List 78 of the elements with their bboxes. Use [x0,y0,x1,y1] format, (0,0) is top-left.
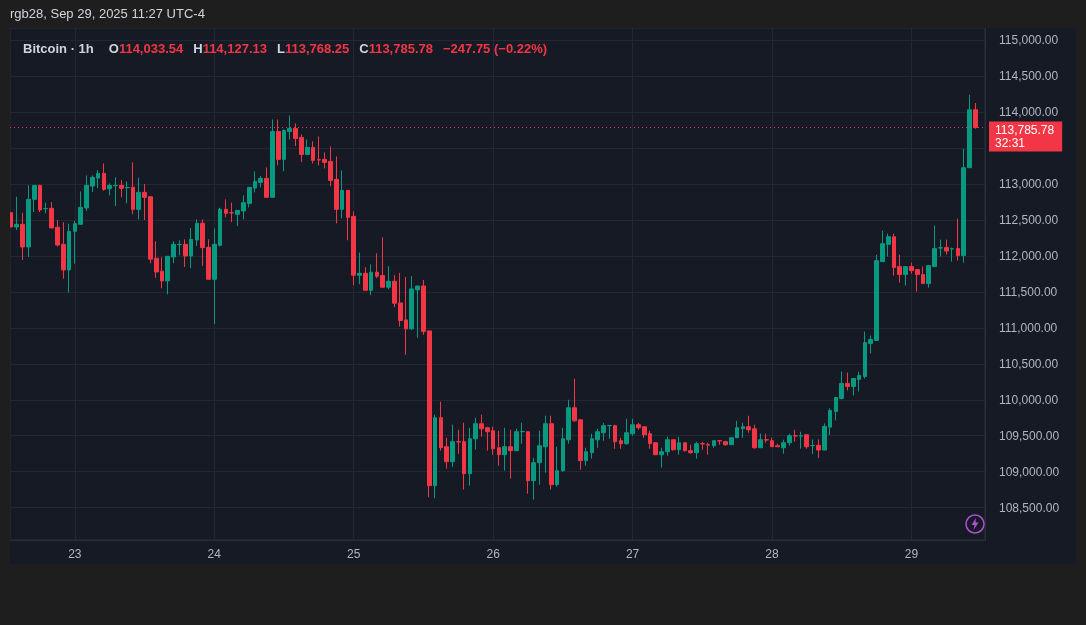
y-tick-label: 109,500.00 [999,428,1060,443]
annotation: L113,768.25 [276,40,350,56]
candlestick [38,184,42,213]
y-tick-label: 112,000.00 [999,248,1059,263]
candlestick [264,166,269,198]
candlestick [119,179,124,198]
candlestick [43,202,48,214]
text: Bitcoin · 1h [23,40,94,56]
x-tick-label: 29 [904,547,919,561]
candlestick [671,439,676,452]
candlestick [694,441,699,460]
y-tick-label: 112,500.00 [999,213,1059,227]
candlestick [677,436,681,456]
candlestick [508,429,513,480]
candlestick [793,429,798,443]
candlestick [903,266,908,287]
candlestick [712,440,716,449]
candlestick [189,227,193,269]
x-tick-label: 28 [765,547,779,561]
candlestick [804,434,809,450]
x-tick-label: 25 [347,547,361,561]
candlestick [619,437,623,450]
candlestick [944,239,949,256]
y-tick-label: 114,000.00 [999,105,1059,120]
y-tick-label: 115,000.00 [999,33,1059,48]
candlestick [555,446,559,488]
candlestick [758,433,763,449]
candlestick [950,247,954,263]
candlestick [131,161,135,215]
candlestick [311,140,315,164]
candlestick [816,438,821,459]
candlestick [386,265,391,290]
candlestick [363,266,368,291]
x-tick-label: 23 [68,547,82,561]
candlestick [502,427,507,472]
candlestick [14,196,19,231]
chart-subtitle: rgb28, Sep 29, 2025 11:27 UTC-4 [10,6,205,21]
candlestick [433,414,437,499]
candlestick [799,431,803,450]
candlestick [956,218,960,262]
candlestick [369,263,373,296]
y-tick-label: 114,500.00 [999,69,1059,84]
candlestick [810,438,815,455]
annotation: H114,127.13 [193,40,267,56]
y-tick-label: 110,000.00 [999,392,1059,407]
candlestick [526,431,530,495]
y-tick-label: 113,000.00 [999,177,1059,192]
candlestick [549,415,554,491]
candlestick [270,118,275,198]
x-tick-label: 26 [486,547,501,561]
candlestick [497,430,501,467]
y-tick-label: 110,500.00 [999,356,1059,371]
x-tick-label: 27 [625,547,640,561]
candlestick [195,218,199,247]
y-tick-label: 108,500.00 [999,500,1060,515]
candlestick [125,180,130,204]
candlestick [102,162,106,192]
candlestick [10,212,13,228]
candlestick [613,424,617,450]
annotation: −247.75 (−0.22%) [443,40,548,56]
candlestick [450,424,455,468]
candlestick [357,252,362,285]
candlestick [741,422,745,439]
candlestick [67,223,71,294]
x-tick-label: 24 [207,547,222,561]
y-tick-label: 109,000.00 [999,464,1060,479]
y-tick-label: 111,000.00 [999,320,1058,335]
y-tick-label: 111,500.00 [999,284,1058,299]
candlestick [584,447,588,467]
candlestick [340,169,344,219]
ref-line-label: 113,785.78 32:31 [995,123,1055,151]
annotation: C113,785.78 [359,40,434,56]
candlestick [183,238,188,268]
candlestick [20,212,25,261]
candlestick [136,177,141,220]
candlestick [845,372,850,391]
candlestick [305,138,310,155]
annotation: O114,033.54 [108,40,185,56]
